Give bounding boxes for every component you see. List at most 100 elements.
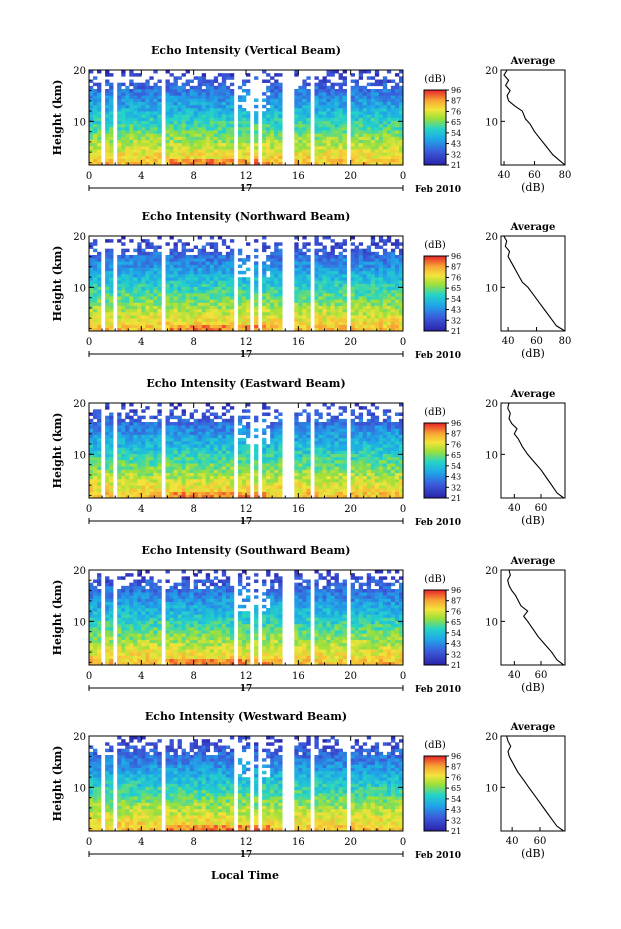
heatmap-cell <box>246 491 251 496</box>
heatmap-cell <box>266 101 271 106</box>
heatmap-cell <box>358 70 364 74</box>
heatmap-cell <box>302 89 307 93</box>
heatmap-cell <box>254 315 259 319</box>
heatmap-cell <box>213 321 219 325</box>
heatmap-cell <box>125 283 130 287</box>
heatmap-cell <box>358 258 364 262</box>
heatmap-cell <box>358 255 364 259</box>
heatmap-cell <box>217 318 223 322</box>
heatmap-cell <box>294 139 299 144</box>
heatmap-cell <box>262 127 267 131</box>
heatmap-cell <box>366 305 372 310</box>
heatmap-cell <box>338 152 343 156</box>
heatmap-cell <box>358 318 364 322</box>
heatmap-cell <box>185 280 190 284</box>
heatmap-cell <box>294 108 299 112</box>
heatmap-cell <box>362 117 368 121</box>
heatmap-cell <box>165 460 170 464</box>
heatmap-cell <box>382 111 388 115</box>
heatmap-cell <box>390 161 396 166</box>
heatmap-cell <box>129 274 134 278</box>
heatmap-cell <box>378 453 384 458</box>
heatmap-cell <box>229 161 235 166</box>
heatmap-cell <box>334 92 339 96</box>
heatmap-cell <box>193 277 198 281</box>
heatmap-cell <box>125 123 130 128</box>
heatmap-cell <box>246 267 251 272</box>
heatmap-cell <box>165 286 170 291</box>
heatmap-cell <box>93 491 98 496</box>
heatmap-cell <box>177 149 182 153</box>
heatmap-cell <box>173 136 178 140</box>
heatmap-cell <box>121 447 126 451</box>
heatmap-cell <box>149 242 154 246</box>
heatmap-cell <box>358 289 364 294</box>
heatmap-cell <box>302 236 307 240</box>
heatmap-cell <box>354 447 360 451</box>
heatmap-cell <box>117 321 122 325</box>
heatmap-cell <box>185 491 190 496</box>
heatmap-cell <box>229 267 235 272</box>
heatmap-cell <box>237 472 243 477</box>
heatmap-cell <box>165 453 170 458</box>
heatmap-cell <box>173 258 178 262</box>
heatmap-cell <box>181 277 186 281</box>
heatmap-cell <box>225 283 231 287</box>
heatmap-cell <box>165 114 170 118</box>
heatmap-cell <box>294 447 299 451</box>
heatmap-cell <box>229 108 235 112</box>
heatmap-cell <box>366 460 372 464</box>
heatmap-cell <box>326 104 331 109</box>
heatmap-cell <box>129 327 134 332</box>
heatmap-cell <box>378 485 384 489</box>
heatmap-cell <box>330 277 335 281</box>
heatmap-cell <box>294 274 299 278</box>
heatmap-cell <box>201 270 207 275</box>
heatmap-cell <box>298 321 303 325</box>
heatmap-cell <box>153 305 158 310</box>
heatmap-cell <box>201 104 207 109</box>
heatmap-cell <box>157 479 162 483</box>
heatmap-cell <box>322 267 327 272</box>
heatmap-cell <box>221 261 227 265</box>
heatmap-cell <box>398 251 404 256</box>
heatmap-cell <box>274 92 279 96</box>
heatmap-cell <box>209 242 215 246</box>
heatmap-cell <box>225 127 231 131</box>
heatmap-cell <box>217 251 223 256</box>
heatmap-cell <box>358 264 364 268</box>
heatmap-cell <box>350 283 355 287</box>
heatmap-cell <box>358 280 364 284</box>
heatmap-cell <box>390 85 396 90</box>
heatmap-cell <box>109 479 114 483</box>
heatmap-cell <box>133 485 138 489</box>
heatmap-cell <box>149 92 154 96</box>
heatmap-cell <box>137 299 142 303</box>
heatmap-cell <box>366 475 372 480</box>
heatmap-cell <box>338 89 343 93</box>
heatmap-cell <box>294 127 299 131</box>
heatmap-cell <box>213 108 219 112</box>
heatmap-cell <box>366 277 372 281</box>
heatmap-cell <box>294 161 299 166</box>
heatmap-cell <box>145 239 150 243</box>
heatmap-cell <box>181 139 186 144</box>
heatmap-cell <box>205 152 211 156</box>
heatmap-cell <box>338 447 343 451</box>
heatmap-cell <box>382 108 388 112</box>
heatmap-cell <box>229 472 235 477</box>
heatmap-cell <box>378 283 384 287</box>
heatmap-cell <box>141 444 146 448</box>
heatmap-cell <box>262 444 267 448</box>
heatmap-cell <box>217 324 223 329</box>
heatmap-cell <box>237 491 243 496</box>
heatmap-cell <box>326 133 331 137</box>
heatmap-cell <box>274 111 279 115</box>
heatmap-cell <box>378 267 384 272</box>
heatmap-cell <box>330 296 335 300</box>
heatmap-cell <box>378 296 384 300</box>
heatmap-cell <box>378 130 384 134</box>
heatmap-cell <box>390 267 396 272</box>
heatmap-cell <box>237 85 243 90</box>
heatmap-cell <box>266 108 271 112</box>
